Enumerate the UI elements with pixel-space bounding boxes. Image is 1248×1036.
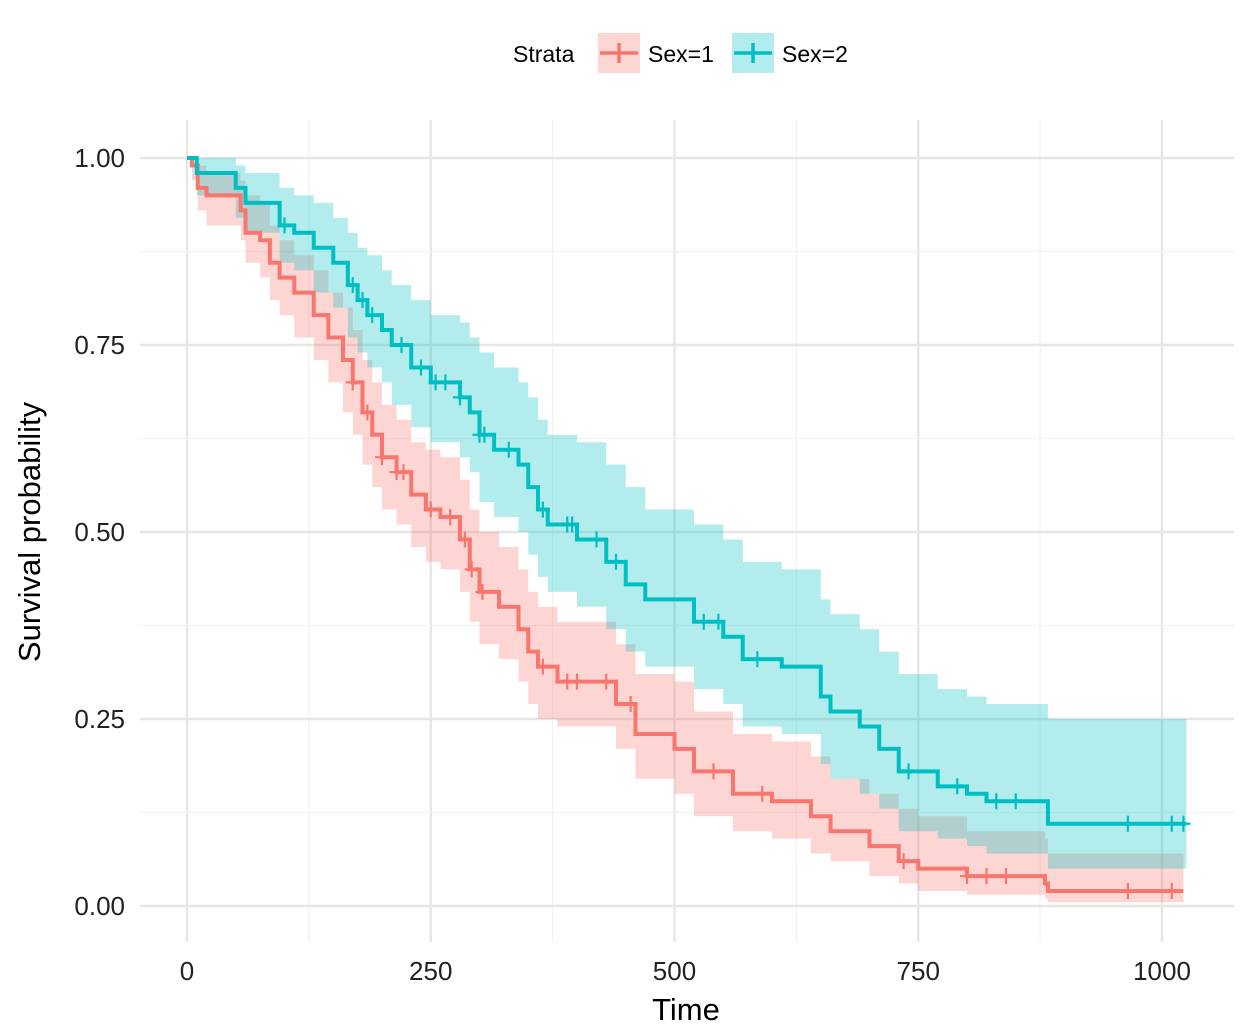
- legend-key-line-sex1: [600, 43, 638, 63]
- x-tick-label: 750: [897, 956, 940, 986]
- censor-mark-sex2: [711, 613, 726, 630]
- censor-mark-sex1: [896, 853, 911, 870]
- x-axis-ticks: 0 250 500 750 1000: [180, 956, 1191, 986]
- censor-marks: [277, 217, 1191, 900]
- censor-mark-sex1: [623, 696, 638, 713]
- censor-mark-sex2: [453, 389, 467, 406]
- censor-mark-sex2: [365, 307, 380, 324]
- x-tick-label: 1000: [1133, 956, 1191, 986]
- censor-mark-sex2: [345, 277, 360, 294]
- censor-mark-sex1: [535, 658, 550, 675]
- censor-mark-sex2: [696, 613, 711, 630]
- censor-mark-sex2: [535, 501, 550, 518]
- censor-mark-sex1: [443, 509, 458, 526]
- censor-mark-sex1: [1164, 883, 1179, 900]
- censor-mark-sex2: [565, 516, 580, 533]
- y-axis-ticks: 0.00 0.25 0.50 0.75 1.00: [74, 143, 125, 921]
- y-tick-label: 0.25: [74, 704, 125, 734]
- censor-mark-sex1: [979, 868, 994, 885]
- censor-mark-sex1: [599, 673, 614, 690]
- censor-mark-sex1: [375, 449, 389, 466]
- y-tick-label: 0.00: [74, 891, 125, 921]
- legend: Strata Sex=1 Sex=2: [513, 33, 848, 73]
- survival-line-sex2: [187, 156, 1187, 826]
- x-tick-label: 0: [180, 956, 194, 986]
- censor-mark-sex1: [570, 673, 584, 690]
- censor-mark-sex2: [901, 763, 916, 780]
- censor-mark-sex2: [414, 359, 428, 376]
- censor-mark-sex1: [475, 583, 490, 600]
- confidence-ribbons: [187, 158, 1187, 903]
- x-tick-label: 500: [653, 956, 696, 986]
- legend-title: Strata: [513, 41, 575, 67]
- legend-key-line-sex2: [734, 43, 772, 63]
- censor-mark-sex2: [1008, 793, 1023, 810]
- y-tick-label: 0.50: [74, 517, 125, 547]
- censor-mark-sex2: [1120, 815, 1135, 832]
- y-tick-label: 0.75: [74, 330, 125, 360]
- censor-mark-sex2: [477, 426, 492, 443]
- legend-label-sex2: Sex=2: [782, 41, 848, 67]
- censor-mark-sex1: [1120, 883, 1135, 900]
- ci-ribbon-sex1: [187, 158, 1184, 903]
- censor-mark-sex1: [706, 763, 721, 780]
- censor-mark-sex1: [423, 501, 438, 518]
- y-tick-label: 1.00: [74, 143, 125, 173]
- censor-mark-sex1: [960, 868, 974, 885]
- censor-mark-sex1: [464, 561, 479, 578]
- censor-mark-sex2: [989, 793, 1004, 810]
- censor-mark-sex2: [750, 651, 765, 668]
- grid: [140, 120, 1234, 942]
- x-axis-title: Time: [652, 992, 720, 1027]
- censor-mark-sex2: [501, 441, 516, 458]
- censor-mark-sex2: [950, 778, 965, 795]
- censor-mark-sex2: [609, 553, 623, 570]
- y-axis-title: Survival probability: [12, 401, 47, 662]
- censor-mark-sex2: [355, 292, 370, 309]
- censor-mark-sex1: [396, 464, 411, 481]
- censor-mark-sex1: [457, 531, 472, 548]
- censor-mark-sex2: [589, 531, 604, 548]
- censor-mark-sex2: [277, 217, 292, 234]
- ci-ribbon-sex2: [187, 158, 1187, 869]
- x-tick-label: 250: [409, 956, 452, 986]
- legend-label-sex1: Sex=1: [648, 41, 714, 67]
- censor-mark-sex2: [394, 337, 409, 353]
- censor-mark-sex1: [755, 785, 770, 802]
- censor-mark-sex1: [999, 868, 1013, 885]
- censor-mark-sex2: [1176, 815, 1191, 832]
- censor-mark-sex2: [438, 374, 453, 391]
- censor-mark-sex1: [345, 374, 360, 391]
- censor-mark-sex2: [1164, 815, 1179, 832]
- censor-mark-sex1: [360, 404, 375, 421]
